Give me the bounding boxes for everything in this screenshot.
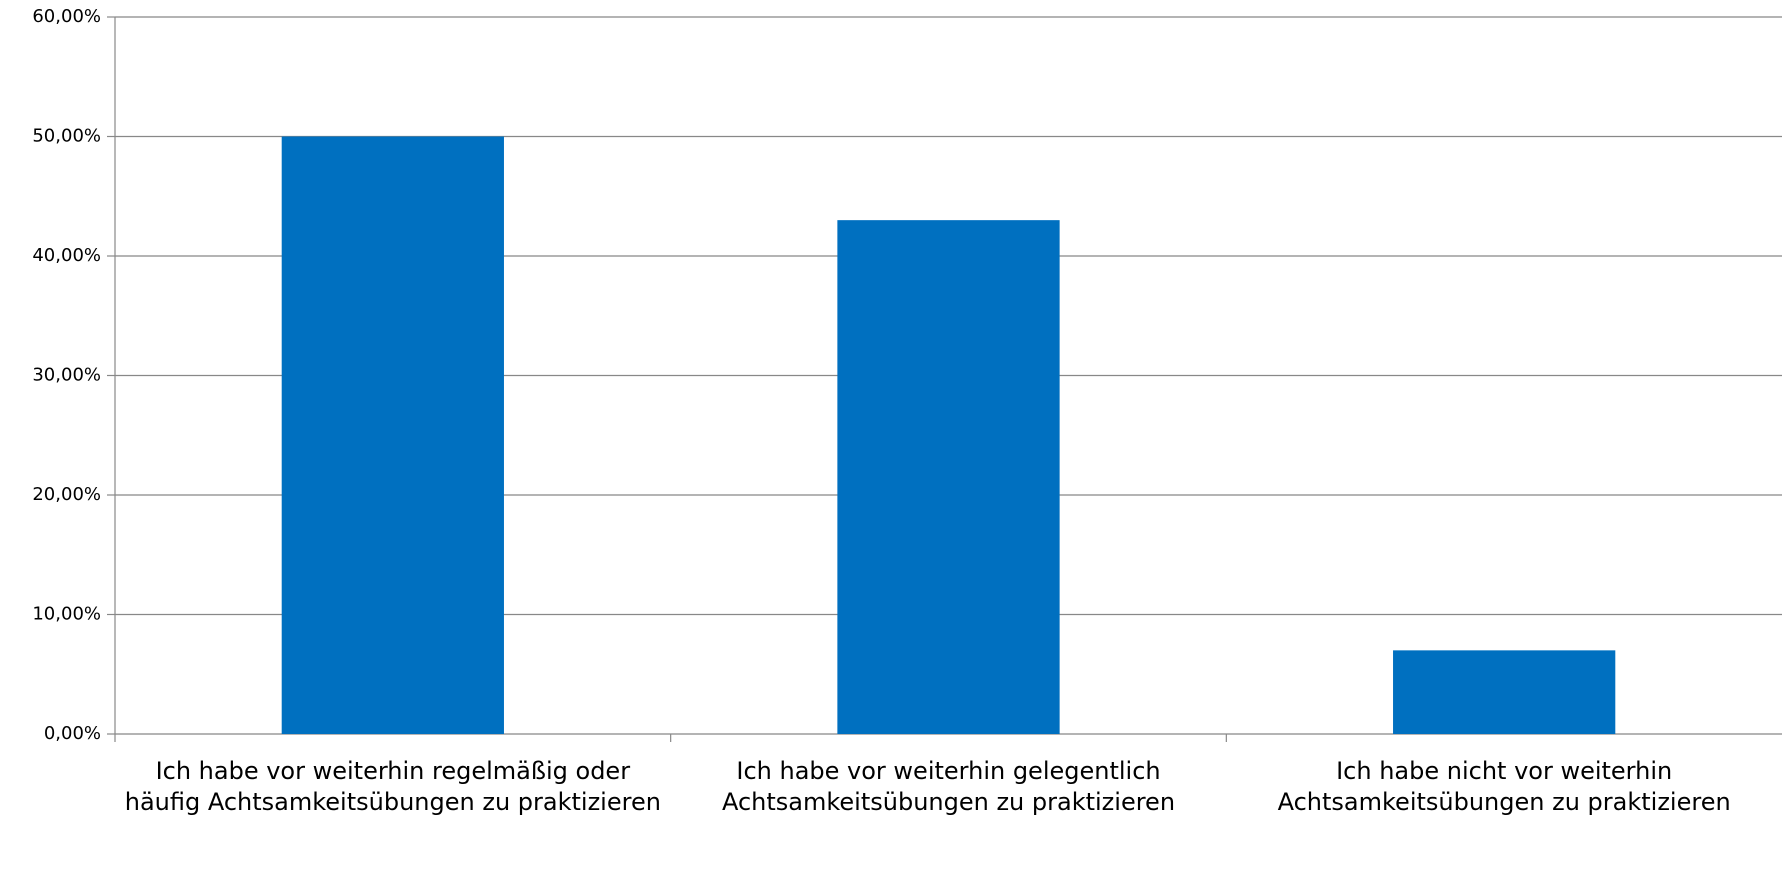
x-tick-label: Ich habe vor weiterhin gelegentlich Acht… (721, 757, 1176, 816)
bar (281, 136, 504, 734)
y-tick-label: 50,00% (32, 126, 101, 147)
bar (837, 220, 1060, 734)
x-tick-label: Ich habe nicht vor weiterhin Achtsamkeit… (1277, 757, 1731, 816)
y-tick-label: 40,00% (32, 245, 101, 266)
y-tick-label: 20,00% (32, 484, 101, 505)
bar (1393, 650, 1616, 734)
y-tick-label: 30,00% (32, 365, 101, 386)
y-tick-label: 10,00% (32, 604, 101, 625)
y-tick-label: 60,00% (32, 6, 101, 27)
x-tick-label: Ich habe vor weiterhin regelmäßig oder h… (124, 757, 661, 816)
y-tick-label: 0,00% (44, 723, 101, 744)
